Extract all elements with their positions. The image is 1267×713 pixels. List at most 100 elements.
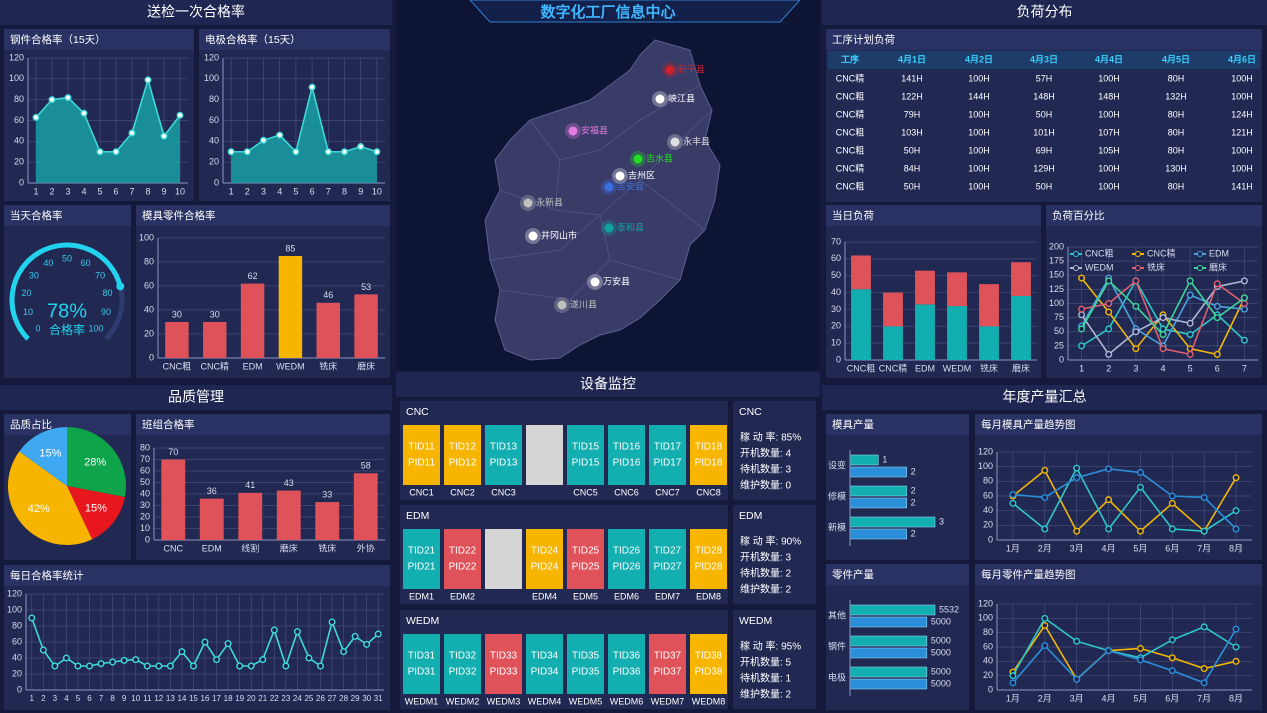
value-label: 46 — [323, 290, 333, 300]
pie-slice — [67, 427, 127, 498]
y-tick-label: 20 — [144, 328, 154, 338]
x-tick-label: 28 — [339, 694, 348, 703]
machine-name: CNC2 — [450, 487, 475, 497]
y-tick-label: 80 — [12, 620, 22, 630]
point — [1073, 474, 1081, 482]
x-tick-label: 7 — [99, 694, 104, 703]
machine-pid: PID25 — [572, 562, 600, 573]
point — [1078, 342, 1086, 350]
x-tick-label: 8 — [342, 186, 347, 196]
y-tick-label: 40 — [140, 488, 150, 498]
table-cell: 57H — [1036, 73, 1053, 83]
x-tick-label: 13 — [166, 694, 175, 703]
point — [1105, 300, 1113, 308]
panel-title: 电极合格率（15天） — [205, 33, 301, 46]
bar-segment — [883, 292, 903, 327]
bar — [354, 294, 378, 358]
map-point — [523, 198, 533, 208]
bar-segment — [915, 270, 935, 305]
x-tick-label: 5 — [76, 694, 81, 703]
line — [1012, 617, 1237, 677]
point — [1200, 623, 1208, 631]
legend-marker — [1135, 265, 1141, 271]
y-tick-label: 70 — [831, 236, 841, 246]
legend-label: 铣床 — [1147, 261, 1165, 272]
value-label: 30 — [172, 309, 182, 319]
machine-pid: PID36 — [613, 667, 641, 678]
point — [189, 662, 197, 670]
machine-tid: TID37 — [654, 651, 682, 662]
x-tick-label: 7月 — [1197, 543, 1211, 553]
gauge-caption: 合格率 — [49, 322, 85, 337]
point — [1168, 492, 1176, 500]
point — [96, 148, 104, 156]
pie-slice — [8, 451, 93, 545]
machine-tid: TID34 — [531, 651, 559, 662]
map-point — [655, 94, 665, 104]
point — [1168, 499, 1176, 507]
point — [1200, 527, 1208, 535]
machine-tile — [690, 529, 727, 589]
x-tick-label: 24 — [293, 694, 302, 703]
panel-title: 钢件合格率（15天） — [10, 33, 106, 46]
group-title: WEDM — [739, 615, 772, 627]
group-stat: 待机数量: 1 — [740, 672, 792, 685]
machine-name: CNC7 — [655, 487, 680, 497]
section-title: 年度产量汇总 — [1003, 389, 1087, 405]
value-label: 5532 — [939, 604, 959, 614]
panel-title-bar — [826, 29, 1262, 50]
table-header: 工序 — [841, 53, 859, 64]
point — [351, 632, 359, 640]
machine-pid: PID13 — [490, 458, 518, 469]
point — [39, 646, 47, 654]
machine-tid: TID27 — [654, 546, 682, 557]
x-tick-label: 17 — [212, 694, 221, 703]
bar — [203, 322, 227, 358]
bar — [849, 635, 928, 647]
point — [1073, 675, 1081, 683]
point — [1240, 300, 1248, 308]
machine-tile — [485, 425, 522, 485]
point — [1073, 527, 1081, 535]
map-label: 永新县 — [536, 196, 563, 207]
y-tick-label: 60 — [983, 641, 993, 651]
machine-tile — [567, 634, 604, 694]
x-tick-label: 12 — [154, 694, 163, 703]
pie-slice — [67, 486, 125, 540]
x-tick-label: 9 — [122, 694, 127, 703]
x-tick-label: WEDM — [276, 361, 305, 371]
table-cell: 105H — [1098, 145, 1120, 155]
point — [143, 662, 151, 670]
point — [1168, 667, 1176, 675]
bar — [353, 473, 378, 540]
map-point — [590, 277, 600, 287]
panel-title: 零件产量 — [832, 568, 874, 581]
table-cell: 144H — [968, 91, 990, 101]
x-tick-label: 磨床 — [280, 542, 298, 553]
group-stat: 维护数量: 2 — [740, 583, 792, 596]
table-cell: 100H — [968, 109, 990, 119]
table-cell: 122H — [901, 91, 923, 101]
value-label: 5000 — [931, 616, 951, 626]
x-tick-label: 2 — [49, 186, 54, 196]
map-point — [670, 137, 680, 147]
y-tick-label: 75 — [1054, 312, 1064, 322]
panel — [733, 610, 816, 709]
bar — [849, 528, 907, 540]
panel — [975, 414, 1262, 560]
x-tick-label: 16 — [201, 694, 210, 703]
x-tick-label: 3 — [65, 186, 70, 196]
x-tick-label: EDM — [915, 363, 935, 373]
machine-tid: TID21 — [408, 546, 436, 557]
x-tick-label: 1月 — [1006, 693, 1020, 703]
table-cell: 100H — [968, 181, 990, 191]
point — [1041, 622, 1049, 630]
y-tick-label: 70 — [140, 454, 150, 464]
legend-marker — [1073, 251, 1079, 257]
panel — [4, 565, 390, 710]
map-point — [557, 300, 567, 310]
x-tick-label: 铣床 — [319, 360, 337, 371]
bar — [316, 302, 340, 358]
point — [128, 129, 136, 137]
panel-title-bar — [826, 205, 1041, 226]
